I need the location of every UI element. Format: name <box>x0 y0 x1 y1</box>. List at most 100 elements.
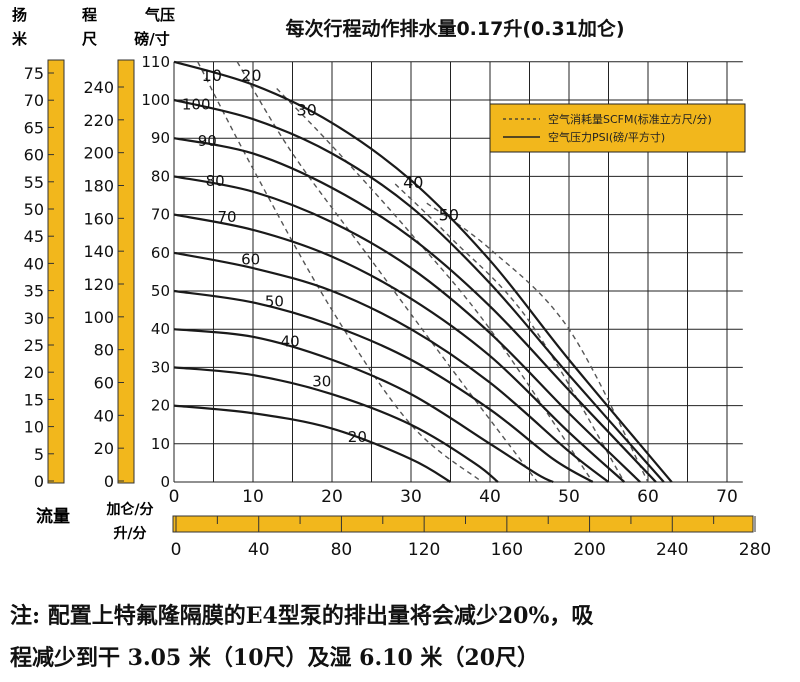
pressure-curve-80psi <box>173 175 641 483</box>
gpm-tick-label: 50 <box>558 487 580 507</box>
air-curve-label: 40 <box>403 173 423 192</box>
psi-tick-label: 90 <box>151 129 170 147</box>
psi-tick-label: 10 <box>151 435 170 453</box>
feet-tick-label: 180 <box>83 177 114 196</box>
meters-tick-label: 40 <box>24 254 44 273</box>
pressure-curve-40psi <box>173 328 554 484</box>
legend-entry-air: 空气消耗量SCFM(标准立方尺/分) <box>548 112 712 126</box>
pressure-curve-label: 70 <box>217 208 236 226</box>
lpm-axis-label: 升/分 <box>113 525 146 542</box>
pressure-curves <box>173 60 673 484</box>
air-curve-50scfm <box>426 202 649 483</box>
pressure-curve-label: 60 <box>241 250 260 268</box>
psi-label-bottom: 磅/寸 <box>134 30 169 48</box>
meters-tick-label: 25 <box>24 336 44 355</box>
lpm-tick-label: 0 <box>171 540 182 560</box>
lpm-tick-label: 80 <box>331 540 353 560</box>
gpm-tick-label: 30 <box>400 487 422 507</box>
gpm-tick-label: 60 <box>637 487 659 507</box>
legend: 空气消耗量SCFM(标准立方尺/分) 空气压力PSI(磅/平方寸) <box>489 103 746 153</box>
feet-axis-bar <box>117 59 135 484</box>
psi-tick-label: 80 <box>151 167 170 185</box>
feet-axis: 0 20 40 60 80 100 120 140 160 180 200 220 240 <box>83 78 124 491</box>
meters-tick-label: 20 <box>24 363 44 382</box>
feet-tick-label: 200 <box>83 144 114 163</box>
lpm-axis: 0 40 80 120 160 200 240 280 <box>171 516 771 560</box>
meters-tick-label: 10 <box>24 418 44 437</box>
lpm-tick-label: 160 <box>491 540 523 560</box>
pressure-curve-label: 40 <box>281 332 300 350</box>
feet-tick-label: 40 <box>94 406 114 425</box>
gpm-axis-label: 加仑/分 <box>105 501 153 518</box>
meters-tick-label: 35 <box>24 282 44 301</box>
meters-tick-label: 45 <box>24 227 44 246</box>
feet-tick-label: 80 <box>94 341 114 360</box>
chart-title: 每次行程动作排水量0.17升(0.31加仑) <box>285 17 624 40</box>
meters-tick-label: 5 <box>34 445 44 464</box>
pressure-curve-100psi <box>173 98 665 483</box>
pressure-curve-30psi <box>173 366 499 483</box>
meters-tick-label: 55 <box>24 173 44 192</box>
meters-tick-label: 50 <box>24 200 44 219</box>
psi-tick-label: 40 <box>151 320 170 338</box>
feet-tick-label: 120 <box>83 275 114 294</box>
lpm-tick-label: 40 <box>248 540 270 560</box>
pressure-curve-label: 100 <box>182 96 211 114</box>
flow-label-1: 流量 <box>36 506 70 527</box>
note-line-1: 注: 配置上特氟隆隔膜的E4型泵的排出量将会减少20%，吸 <box>10 603 594 629</box>
feet-label-top: 程 <box>82 6 97 24</box>
air-curve-label: 50 <box>439 205 459 224</box>
psi-tick-label: 30 <box>151 358 170 376</box>
psi-tick-label: 20 <box>151 397 170 415</box>
pressure-curve-50psi <box>173 289 594 483</box>
pressure-curve-label: 90 <box>198 132 217 150</box>
meters-tick-label: 0 <box>34 472 44 491</box>
psi-tick-label: 70 <box>151 206 170 224</box>
air-curve-label: 20 <box>241 66 261 85</box>
psi-tick-label: 60 <box>151 244 170 262</box>
meters-tick-label: 75 <box>24 64 44 83</box>
feet-tick-label: 160 <box>83 209 114 228</box>
meters-tick-label: 70 <box>24 91 44 110</box>
meters-tick-label: 65 <box>24 118 44 137</box>
feet-tick-label: 60 <box>94 374 114 393</box>
feet-tick-label: 240 <box>83 78 114 97</box>
pressure-curve-label: 20 <box>348 428 367 446</box>
psi-tick-label: 0 <box>160 473 170 491</box>
lpm-tick-label: 200 <box>573 540 605 560</box>
lpm-tick-label: 120 <box>408 540 440 560</box>
meters-label-top: 扬 <box>12 6 27 24</box>
gpm-tick-label: 0 <box>169 487 180 507</box>
pressure-curve-label: 30 <box>312 373 331 391</box>
pressure-curve-label: 50 <box>265 292 284 310</box>
psi-axis: 0 10 20 30 40 50 60 70 80 90 100 110 <box>141 53 170 491</box>
air-curve-10scfm <box>197 61 483 483</box>
pressure-curve-90psi <box>173 137 657 483</box>
meters-tick-label: 15 <box>24 390 44 409</box>
gpm-tick-label: 10 <box>242 487 264 507</box>
meters-label-bottom: 米 <box>12 30 28 48</box>
lpm-tick-label: 280 <box>739 540 771 560</box>
legend-entry-pressure: 空气压力PSI(磅/平方寸) <box>548 130 665 144</box>
feet-tick-label: 20 <box>94 439 114 458</box>
curve-labels: 10 20 30 40 50 100 90 80 70 60 50 40 30 20 <box>182 66 459 446</box>
legend-box <box>489 103 746 153</box>
feet-tick-label: 100 <box>83 308 114 327</box>
gpm-axis: 0 10 20 30 40 50 60 70 <box>169 487 738 507</box>
psi-tick-label: 100 <box>141 91 170 109</box>
note-line-2: 程减少到干 3.05 米（10尺）及湿 6.10 米（20尺） <box>10 645 540 671</box>
psi-tick-label: 110 <box>141 53 170 71</box>
feet-tick-label: 220 <box>83 111 114 130</box>
meters-tick-label: 60 <box>24 146 44 165</box>
feet-tick-label: 140 <box>83 242 114 261</box>
feet-tick-label: 0 <box>104 472 114 491</box>
gpm-tick-label: 40 <box>479 487 501 507</box>
meters-tick-label: 30 <box>24 309 44 328</box>
gpm-tick-label: 20 <box>321 487 343 507</box>
pressure-curve-70psi <box>173 213 626 483</box>
air-curve-label: 10 <box>202 66 222 85</box>
pressure-curve-60psi <box>173 251 610 483</box>
pressure-curve-110psi <box>173 60 673 483</box>
meters-axis: 0 5 10 15 20 25 30 35 40 45 50 55 60 65 70 75 <box>24 64 54 491</box>
